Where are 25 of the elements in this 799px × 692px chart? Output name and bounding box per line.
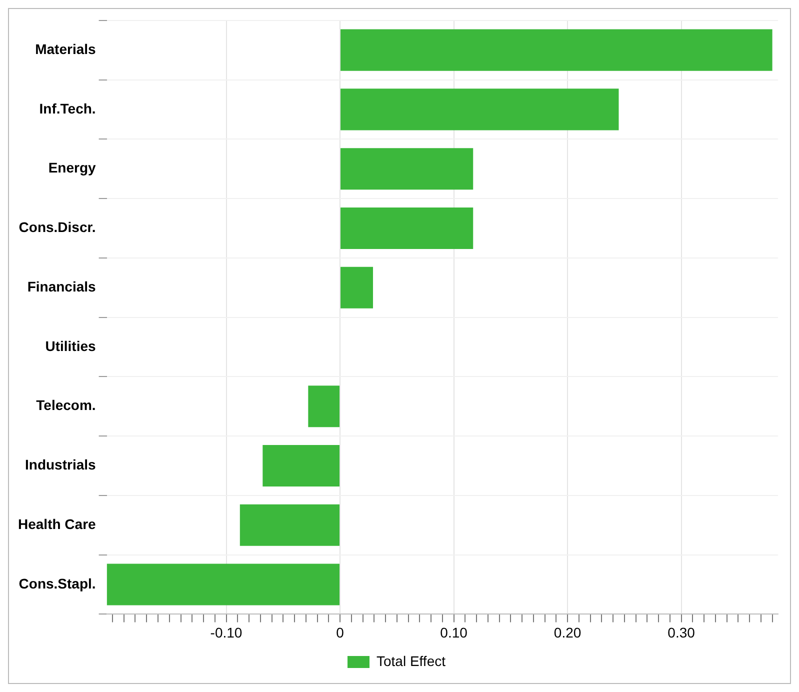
x-tick-label: 0.10 — [440, 624, 468, 640]
y-tick-label: Inf.Tech. — [39, 100, 96, 116]
bar — [262, 444, 340, 487]
y-tick-label: Energy — [48, 160, 96, 176]
bar — [340, 266, 374, 308]
y-tick-label: Utilities — [45, 338, 96, 354]
bar — [106, 564, 340, 606]
bar — [340, 29, 772, 71]
x-tick-label: 0.30 — [668, 624, 696, 640]
bar — [340, 207, 474, 250]
x-tick-label: -0.10 — [210, 624, 242, 640]
bar — [340, 88, 619, 130]
y-tick-label: Cons.Stapl. — [18, 575, 96, 592]
x-tick-label: 0 — [336, 624, 344, 640]
y-tick-label: Telecom. — [36, 397, 96, 414]
bar — [340, 148, 474, 190]
bar — [308, 386, 340, 428]
y-tick-label: Health Care — [18, 516, 96, 532]
y-tick-label: Materials — [35, 40, 96, 57]
y-tick-label: Cons.Discr. — [18, 219, 96, 236]
y-tick-label: Financials — [27, 278, 96, 294]
x-tick-label: 0.20 — [554, 624, 582, 640]
y-tick-label: Industrials — [25, 456, 96, 473]
legend-label: Total Effect — [376, 652, 446, 669]
bar — [240, 504, 340, 546]
